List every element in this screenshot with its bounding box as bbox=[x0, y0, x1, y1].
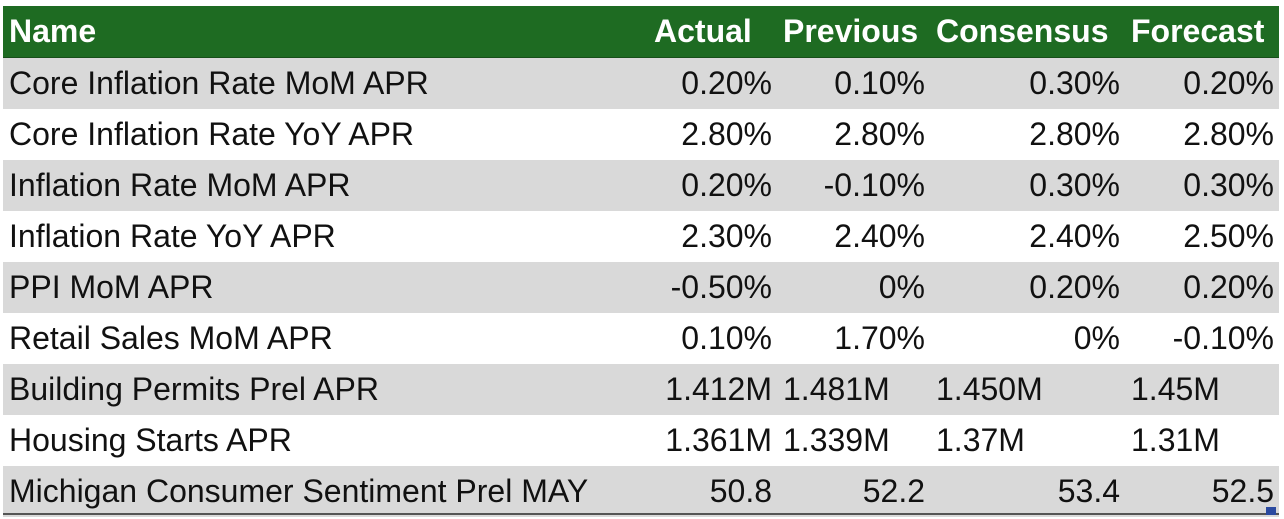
table-row: Retail Sales MoM APR 0.10% 1.70% 0% -0.1… bbox=[3, 313, 1279, 364]
row-forecast: 1.45M bbox=[1131, 371, 1220, 407]
header-forecast: Forecast bbox=[1131, 13, 1265, 49]
row-consensus: 1.450M bbox=[936, 371, 1043, 407]
table-row: Michigan Consumer Sentiment Prel MAY 50.… bbox=[3, 466, 1279, 517]
row-name: Inflation Rate MoM APR bbox=[9, 167, 351, 203]
row-consensus: 0.20% bbox=[1029, 269, 1120, 305]
row-actual: 1.361M bbox=[665, 422, 772, 458]
header-actual: Actual bbox=[654, 13, 752, 49]
row-previous: 52.2 bbox=[862, 473, 925, 509]
row-name: Retail Sales MoM APR bbox=[9, 320, 333, 356]
row-previous: 2.40% bbox=[834, 218, 925, 254]
economic-data-table: Name Actual Previous Consensus Forecast … bbox=[3, 6, 1279, 517]
row-actual: 2.30% bbox=[681, 218, 772, 254]
header-previous: Previous bbox=[783, 13, 919, 49]
row-previous: 1.481M bbox=[783, 371, 890, 407]
row-forecast: 0.30% bbox=[1183, 167, 1274, 203]
row-name: Core Inflation Rate MoM APR bbox=[9, 65, 429, 101]
row-actual: 0.20% bbox=[681, 65, 772, 101]
row-previous: 0% bbox=[878, 269, 925, 305]
row-name: Housing Starts APR bbox=[9, 422, 292, 458]
table-row: Core Inflation Rate MoM APR 0.20% 0.10% … bbox=[3, 58, 1279, 109]
row-consensus: 2.40% bbox=[1029, 218, 1120, 254]
row-forecast: 2.50% bbox=[1183, 218, 1274, 254]
row-forecast: 2.80% bbox=[1183, 116, 1274, 152]
table-row: Core Inflation Rate YoY APR 2.80% 2.80% … bbox=[3, 109, 1279, 160]
table-row: Building Permits Prel APR 1.412M 1.481M … bbox=[3, 364, 1279, 415]
row-name: Inflation Rate YoY APR bbox=[9, 218, 336, 254]
row-consensus: 0.30% bbox=[1029, 65, 1120, 101]
row-consensus: 0.30% bbox=[1029, 167, 1120, 203]
header-name: Name bbox=[9, 13, 97, 49]
row-consensus: 1.37M bbox=[936, 422, 1025, 458]
row-previous: 2.80% bbox=[834, 116, 925, 152]
header-consensus: Consensus bbox=[936, 13, 1109, 49]
row-forecast: 0.20% bbox=[1183, 269, 1274, 305]
row-forecast: 52.5 bbox=[1211, 473, 1274, 509]
table-bottom-border bbox=[3, 513, 1279, 515]
row-forecast: 0.20% bbox=[1183, 65, 1274, 101]
row-previous: 0.10% bbox=[834, 65, 925, 101]
row-actual: 1.412M bbox=[665, 371, 772, 407]
row-previous: 1.70% bbox=[834, 320, 925, 356]
row-consensus: 2.80% bbox=[1029, 116, 1120, 152]
table-row: Inflation Rate MoM APR 0.20% -0.10% 0.30… bbox=[3, 160, 1279, 211]
row-consensus: 0% bbox=[1073, 320, 1120, 356]
table-row: Inflation Rate YoY APR 2.30% 2.40% 2.40%… bbox=[3, 211, 1279, 262]
row-forecast: -0.10% bbox=[1172, 320, 1274, 356]
table-row: Housing Starts APR 1.361M 1.339M 1.37M 1… bbox=[3, 415, 1279, 466]
table-row: PPI MoM APR -0.50% 0% 0.20% 0.20% bbox=[3, 262, 1279, 313]
row-actual: -0.50% bbox=[670, 269, 772, 305]
row-actual: 0.10% bbox=[681, 320, 772, 356]
table-header: Name Actual Previous Consensus Forecast bbox=[3, 6, 1279, 58]
row-actual: 2.80% bbox=[681, 116, 772, 152]
row-consensus: 53.4 bbox=[1057, 473, 1120, 509]
row-previous: 1.339M bbox=[783, 422, 890, 458]
fill-handle[interactable] bbox=[1266, 507, 1276, 515]
row-actual: 50.8 bbox=[709, 473, 772, 509]
row-name: Building Permits Prel APR bbox=[9, 371, 379, 407]
row-previous: -0.10% bbox=[823, 167, 925, 203]
row-name: Michigan Consumer Sentiment Prel MAY bbox=[9, 473, 589, 509]
row-actual: 0.20% bbox=[681, 167, 772, 203]
row-forecast: 1.31M bbox=[1131, 422, 1220, 458]
row-name: PPI MoM APR bbox=[9, 269, 214, 305]
row-name: Core Inflation Rate YoY APR bbox=[9, 116, 415, 152]
